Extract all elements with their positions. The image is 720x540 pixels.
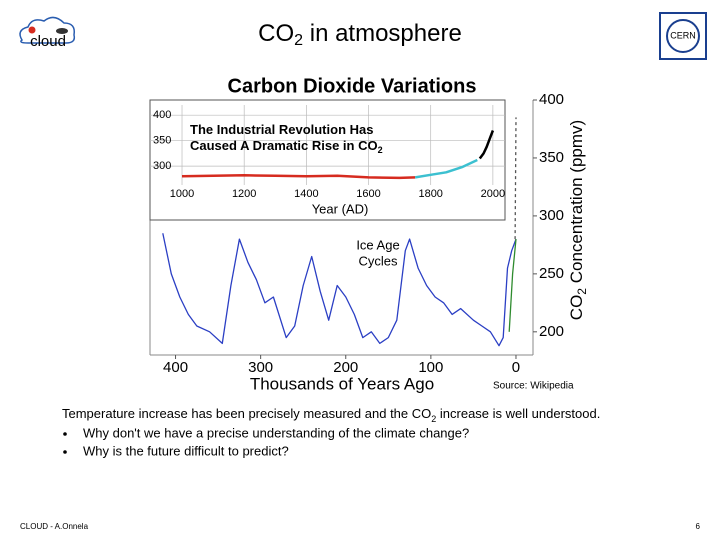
data-line — [414, 158, 478, 179]
body-text-part: increase is well understood. — [436, 406, 600, 421]
bullet-text: Why don't we have a precise understandin… — [83, 425, 469, 440]
annotation: Ice Age — [356, 237, 399, 252]
x-tick-label: 0 — [512, 359, 520, 376]
page-number: 6 — [696, 522, 701, 531]
x-tick-label: 100 — [418, 359, 443, 376]
x-tick-label: 300 — [248, 359, 273, 376]
bullet — [63, 432, 67, 436]
title-text: CO — [258, 20, 294, 47]
logo-text: cloud — [30, 33, 66, 50]
y-tick-label: 350 — [153, 135, 171, 147]
annotation-part: Caused A Dramatic Rise in CO — [190, 138, 378, 153]
inset-x-axis-label: Year (AD) — [312, 201, 369, 216]
x-tick-label: 1600 — [356, 188, 380, 200]
y-tick-label: 200 — [539, 323, 564, 340]
footer-left: CLOUD - A.Onnela — [20, 522, 89, 531]
x-tick-label: 1200 — [232, 188, 256, 200]
y-axis-label-part: Concentration (ppmv) — [567, 120, 586, 288]
body-text-part: Temperature increase has been precisely … — [62, 406, 431, 421]
data-line — [508, 239, 517, 332]
y-tick-label: 300 — [539, 207, 564, 224]
body-subscript: 2 — [431, 414, 436, 424]
y-axis-label-sub: 2 — [575, 288, 589, 295]
annotation: Cycles — [358, 253, 398, 268]
x-tick-label: 400 — [163, 359, 188, 376]
annotation-sub: 2 — [378, 145, 383, 155]
bullet-list: Why don't we have a precise understandin… — [63, 425, 469, 458]
x-tick-label: 2000 — [481, 188, 505, 200]
title-text: in atmosphere — [303, 20, 462, 47]
y-tick-label: 400 — [539, 91, 564, 108]
cern-logo-text: CERN — [670, 30, 696, 40]
cern-logo-ring — [666, 19, 700, 53]
cloud-logo-shape — [19, 16, 76, 44]
bullet — [63, 450, 67, 454]
logo-dot — [28, 26, 36, 34]
data-line — [162, 233, 517, 347]
chart-title: Carbon Dioxide Variations — [228, 75, 477, 97]
y-tick-label: 300 — [153, 160, 171, 172]
y-tick-label: 250 — [539, 265, 564, 282]
inset-annotation: Caused A Dramatic Rise in CO2 — [190, 138, 383, 155]
data-line — [181, 174, 416, 180]
y-axis-label-part: CO — [567, 295, 586, 321]
source: Source: Wikipedia — [493, 381, 574, 392]
y-tick-label: 350 — [539, 149, 564, 166]
data-line — [478, 130, 495, 160]
bullet-text: Why is the future difficult to predict? — [83, 443, 289, 458]
y-axis-label: CO2 Concentration (ppmv) — [567, 120, 589, 320]
inset-annotation: The Industrial Revolution Has — [190, 122, 373, 137]
slide-title: CO2 in atmosphere — [258, 20, 462, 49]
annotation-part: The Industrial Revolution Has — [190, 122, 373, 137]
y-tick-label: 400 — [153, 109, 171, 121]
x-tick-label: 1800 — [418, 188, 442, 200]
x-tick-label: 1000 — [170, 188, 194, 200]
x-tick-label: 1400 — [294, 188, 318, 200]
x-tick-label: 200 — [333, 359, 358, 376]
body-text: Temperature increase has been precisely … — [62, 406, 600, 424]
inset-frame — [149, 99, 506, 221]
logo-dot — [56, 28, 68, 34]
data-line — [514, 117, 517, 240]
x-axis-label: Thousands of Years Ago — [250, 374, 434, 393]
title-subscript: 2 — [294, 32, 303, 49]
